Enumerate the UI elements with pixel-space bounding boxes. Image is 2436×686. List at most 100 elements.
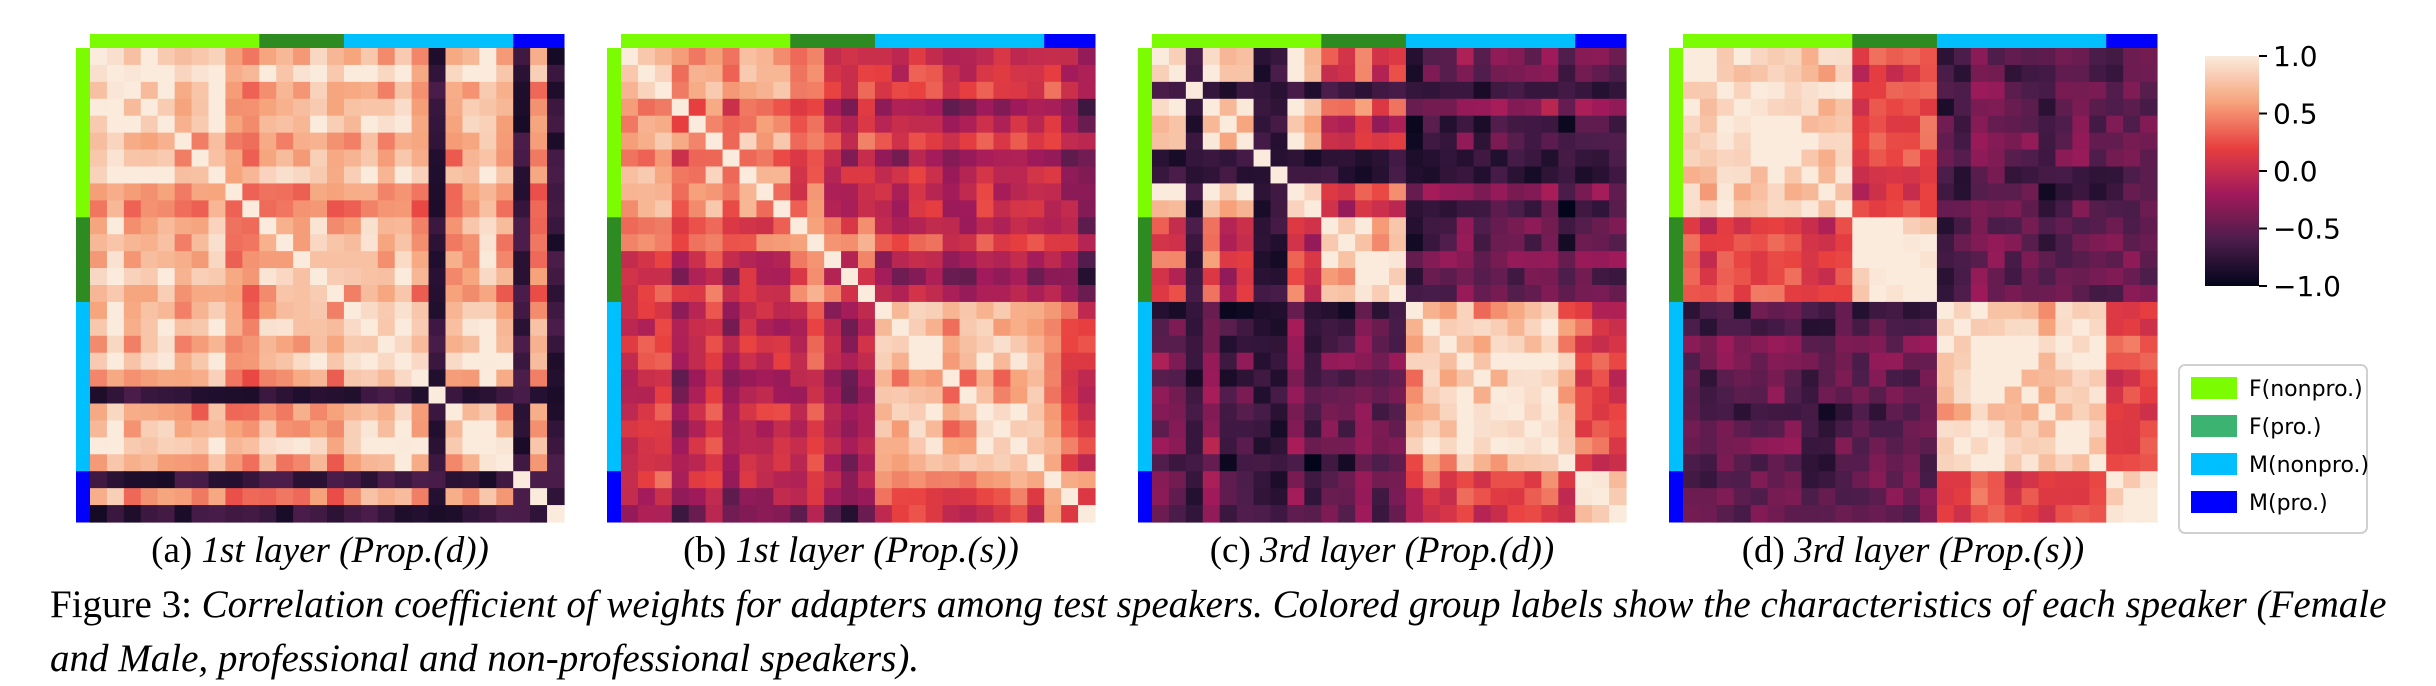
heatmap-cell	[1767, 64, 1786, 83]
heatmap-cell	[327, 200, 345, 218]
heatmap-cell	[1185, 98, 1204, 117]
heatmap-cell	[1490, 335, 1509, 354]
heatmap-cell	[1886, 234, 1904, 252]
heatmap-cell	[411, 335, 430, 354]
heatmap-cell	[1372, 98, 1390, 117]
heatmap-cell	[394, 488, 413, 506]
heatmap-cell	[1767, 268, 1786, 286]
heatmap-cell	[621, 318, 639, 337]
heatmap-cell	[360, 48, 379, 66]
heatmap-cell	[1524, 352, 1542, 371]
heatmap-cell	[1473, 48, 1492, 66]
heatmap-cell	[327, 471, 345, 489]
heatmap-cell	[790, 217, 808, 235]
heatmap-cell	[479, 64, 497, 83]
heatmap-cell	[2089, 149, 2107, 168]
heatmap-cell	[2072, 149, 2090, 168]
heatmap-cell	[123, 200, 142, 218]
heatmap-cell	[1355, 335, 1373, 354]
heatmap-cell	[1061, 115, 1079, 134]
heatmap-cell	[891, 132, 910, 151]
heatmap-cell	[858, 217, 876, 235]
heatmap-cell	[1987, 471, 2006, 489]
heatmap-cell	[2004, 149, 2023, 168]
heatmap-cell	[976, 386, 995, 405]
heatmap-cell	[530, 335, 548, 354]
heatmap-panel: (d) 3rd layer (Prop.(s))	[1669, 34, 2158, 570]
heatmap-cell	[1027, 505, 1045, 523]
heatmap-cell	[1541, 437, 1559, 455]
heatmap-cell	[1338, 454, 1356, 472]
heatmap-cell	[1716, 403, 1735, 422]
heatmap-cell	[1236, 488, 1255, 506]
heatmap-cell	[1422, 285, 1441, 303]
heatmap-cell	[1372, 505, 1390, 523]
group-bar-left	[1138, 471, 1152, 523]
heatmap-cell	[671, 437, 690, 455]
heatmap-cell	[1168, 183, 1187, 201]
heatmap-cell	[2055, 285, 2073, 303]
heatmap-cell	[1304, 217, 1322, 235]
heatmap-cell	[1970, 98, 1989, 117]
heatmap-cell	[496, 234, 514, 252]
heatmap-cell	[1818, 386, 1836, 405]
heatmap-cell	[1078, 420, 1096, 438]
heatmap-cell	[191, 454, 210, 472]
heatmap-cell	[959, 386, 978, 405]
heatmap-cell	[1524, 420, 1542, 438]
heatmap-cell	[293, 318, 311, 337]
heatmap-cell	[1953, 420, 1972, 438]
heatmap-cell	[2038, 149, 2057, 168]
heatmap-cell	[479, 268, 497, 286]
heatmap-cell	[140, 132, 159, 151]
heatmap-cell	[2072, 420, 2090, 438]
heatmap-cell	[1733, 149, 1752, 168]
heatmap-cell	[123, 98, 142, 117]
heatmap-cell	[2106, 48, 2124, 66]
heatmap-cell	[462, 285, 480, 303]
heatmap-cell	[959, 115, 978, 134]
heatmap-cell	[654, 132, 673, 151]
heatmap-cell	[621, 115, 639, 134]
heatmap-cell	[513, 98, 531, 117]
heatmap-cell	[1304, 234, 1322, 252]
heatmap-cell	[891, 200, 910, 218]
heatmap-cell	[1869, 81, 1887, 100]
heatmap-cell	[140, 335, 159, 354]
heatmap-cell	[530, 352, 548, 371]
heatmap-cell	[496, 301, 514, 320]
heatmap-cell	[2038, 200, 2057, 218]
heatmap-cell	[327, 268, 345, 286]
heatmap-cell	[1389, 64, 1407, 83]
heatmap-cell	[140, 505, 159, 523]
heatmap-cell	[1202, 318, 1221, 337]
heatmap-cell	[1473, 352, 1492, 371]
heatmap-cell	[1270, 183, 1289, 201]
heatmap-cell	[1010, 471, 1028, 489]
heatmap-cell	[1010, 115, 1028, 134]
heatmap-cell	[259, 268, 277, 286]
heatmap-cell	[1372, 234, 1390, 252]
heatmap-cell	[1524, 132, 1542, 151]
heatmap-cell	[1219, 471, 1238, 489]
heatmap-cell	[547, 488, 565, 506]
heatmap-cell	[225, 98, 243, 117]
group-bar-top	[874, 34, 1045, 48]
heatmap-cell	[1202, 149, 1221, 168]
heatmap-cell	[140, 200, 159, 218]
heatmap-cell	[1185, 318, 1204, 337]
heatmap-cell	[1920, 369, 1938, 388]
heatmap-cell	[959, 64, 978, 83]
heatmap-cell	[2089, 217, 2107, 235]
heatmap-cell	[1405, 352, 1424, 371]
heatmap-cell	[1987, 149, 2006, 168]
heatmap-cell	[1152, 471, 1170, 489]
heatmap-cell	[942, 166, 961, 185]
heatmap-cell	[976, 403, 995, 422]
heatmap-cell	[1389, 335, 1407, 354]
heatmap-cell	[1524, 386, 1542, 405]
heatmap-cell	[739, 166, 758, 185]
heatmap-cell	[1936, 335, 1955, 354]
heatmap-cell	[621, 81, 639, 100]
heatmap-cell	[1405, 251, 1424, 269]
